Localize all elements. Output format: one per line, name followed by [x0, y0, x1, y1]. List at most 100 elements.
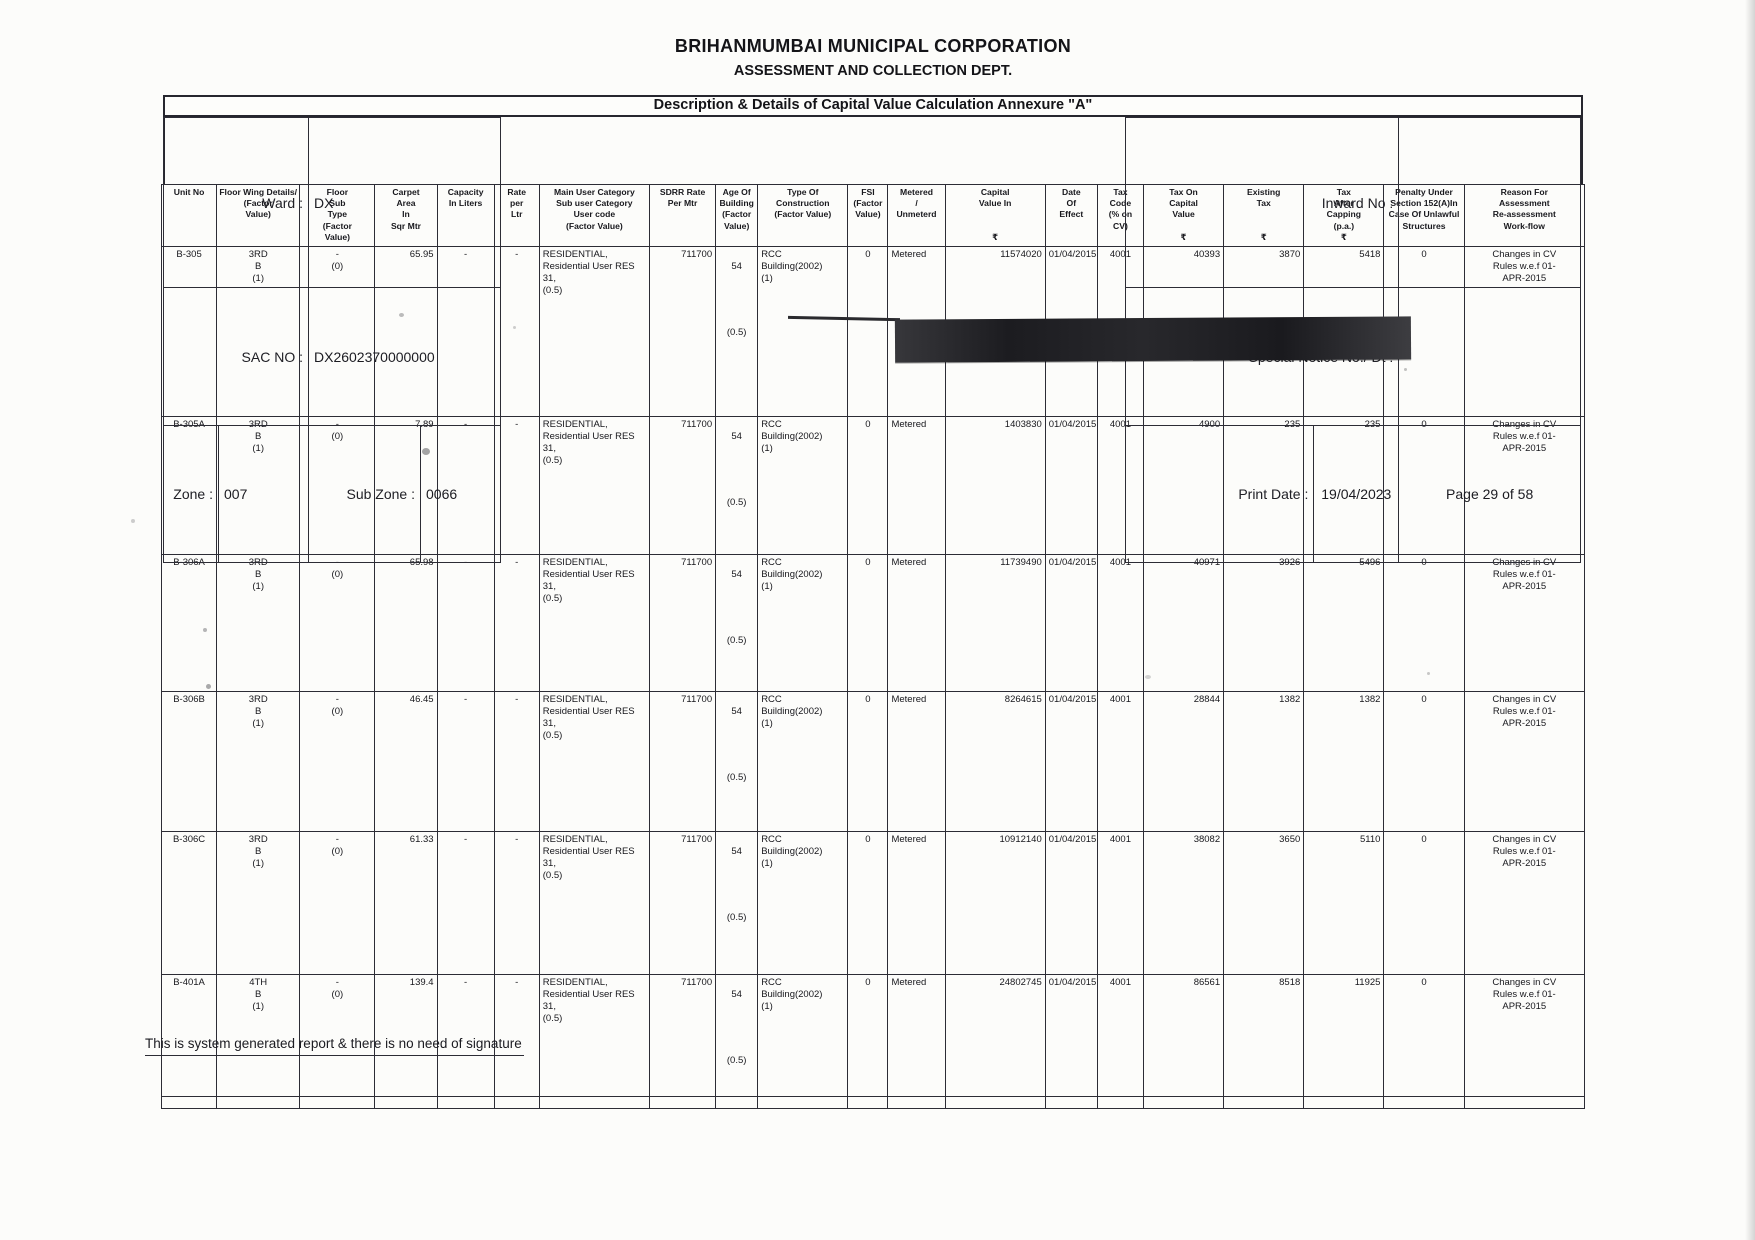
- col-header-type-of-construction: Type Of Construction (Factor Value): [757, 184, 849, 247]
- print-date-value: 19/04/2023: [1313, 425, 1400, 563]
- scan-speck: [513, 326, 516, 329]
- cell-metered: Metered: [887, 416, 946, 555]
- cell-floor-wing: 3RD B (1): [216, 554, 301, 692]
- special-notice-value: [1398, 287, 1581, 426]
- scan-redaction-bar: [894, 316, 1412, 363]
- cell-type-of-construction: RCC Building(2002) (1): [757, 246, 849, 417]
- cell-sdrr-rate: 711700: [648, 246, 717, 417]
- system-generated-note: This is system generated report & there …: [145, 1036, 524, 1056]
- table-row: B-306B 3RD B (1) - (0) 46.45 - - RESIDEN…: [160, 691, 1586, 832]
- cell-type-of-construction: RCC Building(2002) (1): [757, 691, 849, 832]
- ward-label: Ward :: [163, 117, 309, 288]
- col-header-metered: Metered / Unmeterd: [887, 184, 946, 247]
- cell-existing-tax: 3650: [1223, 831, 1305, 975]
- cell-metered: Metered: [887, 974, 946, 1097]
- table-row: B-401A 4TH B (1) - (0) 139.4 - - RESIDEN…: [160, 974, 1586, 1097]
- cell-tax-after-capping: 11925: [1303, 974, 1385, 1097]
- cell-type-of-construction: RCC Building(2002) (1): [757, 554, 849, 692]
- cell-floor-sub-type: - (0): [299, 831, 376, 975]
- subzone-label: Sub Zone :: [308, 425, 421, 563]
- subzone-value: 0066: [420, 425, 501, 563]
- cell-capital-value: 24802745: [944, 974, 1046, 1097]
- cell-carpet-area: 46.45: [374, 691, 438, 832]
- cell-rate-per-ltr: -: [493, 554, 540, 692]
- cell-capital-value: 8264615: [944, 691, 1046, 832]
- cell-carpet-area: 61.33: [374, 831, 438, 975]
- cell-main-user-category: RESIDENTIAL, Residential User RES 31, (0…: [538, 416, 650, 555]
- cell-floor-wing: 3RD B (1): [216, 691, 301, 832]
- cell-rate-per-ltr: -: [493, 974, 540, 1097]
- ward-value: DX: [308, 117, 501, 288]
- table-row: B-306A 3RD B (1) - (0) 65.98 - - RESIDEN…: [160, 554, 1586, 692]
- zone-label: Zone :: [163, 425, 219, 563]
- cell-fsi: 0: [847, 554, 889, 692]
- cell-tax-after-capping: 5110: [1303, 831, 1385, 975]
- cell-tax-on-capital-value: 40971: [1142, 554, 1225, 692]
- cell-date-of-effect: 01/04/2015: [1044, 416, 1098, 555]
- scan-speck: [1145, 675, 1151, 679]
- cell-tax-after-capping: 5496: [1303, 554, 1385, 692]
- cell-sdrr-rate: 711700: [648, 691, 717, 832]
- col-header-fsi: FSI (Factor Value): [847, 184, 889, 247]
- cell-main-user-category: RESIDENTIAL, Residential User RES 31, (0…: [538, 691, 650, 832]
- cell-unit-no: B-401A: [160, 974, 218, 1097]
- cell-type-of-construction: RCC Building(2002) (1): [757, 974, 849, 1097]
- info-left-block: Ward : DX SAC NO : DX2602370000000 Zone …: [163, 117, 501, 563]
- cell-fsi: 0: [847, 831, 889, 975]
- cell-fsi: 0: [847, 246, 889, 417]
- cell-existing-tax: 8518: [1223, 974, 1305, 1097]
- cell-metered: Metered: [887, 831, 946, 975]
- cell-age-of-building: 54 (0.5): [715, 416, 759, 555]
- cell-carpet-area: 139.4: [374, 974, 438, 1097]
- scan-speck: [1427, 672, 1430, 675]
- scan-speck: [206, 684, 211, 689]
- cell-age-of-building: 54 (0.5): [715, 691, 759, 832]
- cell-tax-on-capital-value: 86561: [1142, 974, 1225, 1097]
- cell-penalty: 0: [1383, 691, 1465, 832]
- cell-tax-code: 4001: [1096, 554, 1144, 692]
- cell-type-of-construction: RCC Building(2002) (1): [757, 416, 849, 555]
- cell-floor-sub-type: - (0): [299, 691, 376, 832]
- cell-reason: Changes in CV Rules w.e.f 01- APR-2015: [1463, 831, 1586, 975]
- cell-date-of-effect: 01/04/2015: [1044, 554, 1098, 692]
- cell-reason: Changes in CV Rules w.e.f 01- APR-2015: [1463, 554, 1586, 692]
- cell-capital-value: 1403830: [944, 416, 1046, 555]
- cell-floor-wing: 3RD B (1): [216, 831, 301, 975]
- table-row: B-306C 3RD B (1) - (0) 61.33 - - RESIDEN…: [160, 831, 1586, 975]
- organization-title: BRIHANMUMBAI MUNICIPAL CORPORATION: [674, 36, 1072, 56]
- cell-carpet-area: 65.98: [374, 554, 438, 692]
- cell-sdrr-rate: 711700: [648, 831, 717, 975]
- scan-speck: [1404, 368, 1407, 371]
- cell-fsi: 0: [847, 691, 889, 832]
- info-right-block: Inward No : Special Notice No./ Dt : Pri…: [1124, 117, 1581, 563]
- cell-tax-code: 4001: [1096, 691, 1144, 832]
- scan-speck: [422, 448, 430, 455]
- cell-age-of-building: 54 (0.5): [715, 831, 759, 975]
- inward-no-value: [1398, 117, 1581, 288]
- scan-speck: [399, 313, 404, 317]
- cell-main-user-category: RESIDENTIAL, Residential User RES 31, (0…: [538, 246, 650, 417]
- department-title: ASSESSMENT AND COLLECTION DEPT.: [733, 63, 1013, 79]
- cell-reason: Changes in CV Rules w.e.f 01- APR-2015: [1463, 974, 1586, 1097]
- cell-capacity: -: [436, 691, 495, 832]
- cell-date-of-effect: 01/04/2015: [1044, 831, 1098, 975]
- cell-reason: Changes in CV Rules w.e.f 01- APR-2015: [1463, 691, 1586, 832]
- cell-rate-per-ltr: -: [493, 691, 540, 832]
- cell-unit-no: B-306B: [160, 691, 218, 832]
- col-header-age-of-building: Age Of Building (Factor Value): [715, 184, 759, 247]
- cell-penalty: 0: [1383, 974, 1465, 1097]
- cell-capacity: -: [436, 831, 495, 975]
- cell-sdrr-rate: 711700: [648, 974, 717, 1097]
- cell-main-user-category: RESIDENTIAL, Residential User RES 31, (0…: [538, 831, 650, 975]
- zone-value: 007: [218, 425, 309, 563]
- cell-existing-tax: 3926: [1223, 554, 1305, 692]
- cell-penalty: 0: [1383, 554, 1465, 692]
- cell-unit-no: B-306A: [160, 554, 218, 692]
- cell-date-of-effect: 01/04/2015: [1044, 691, 1098, 832]
- cell-tax-on-capital-value: 28844: [1142, 691, 1225, 832]
- cell-main-user-category: RESIDENTIAL, Residential User RES 31, (0…: [538, 554, 650, 692]
- sac-no-label: SAC NO :: [163, 287, 309, 426]
- cell-capital-value: 11739490: [944, 554, 1046, 692]
- info-header-area: Ward : DX SAC NO : DX2602370000000 Zone …: [163, 117, 1583, 563]
